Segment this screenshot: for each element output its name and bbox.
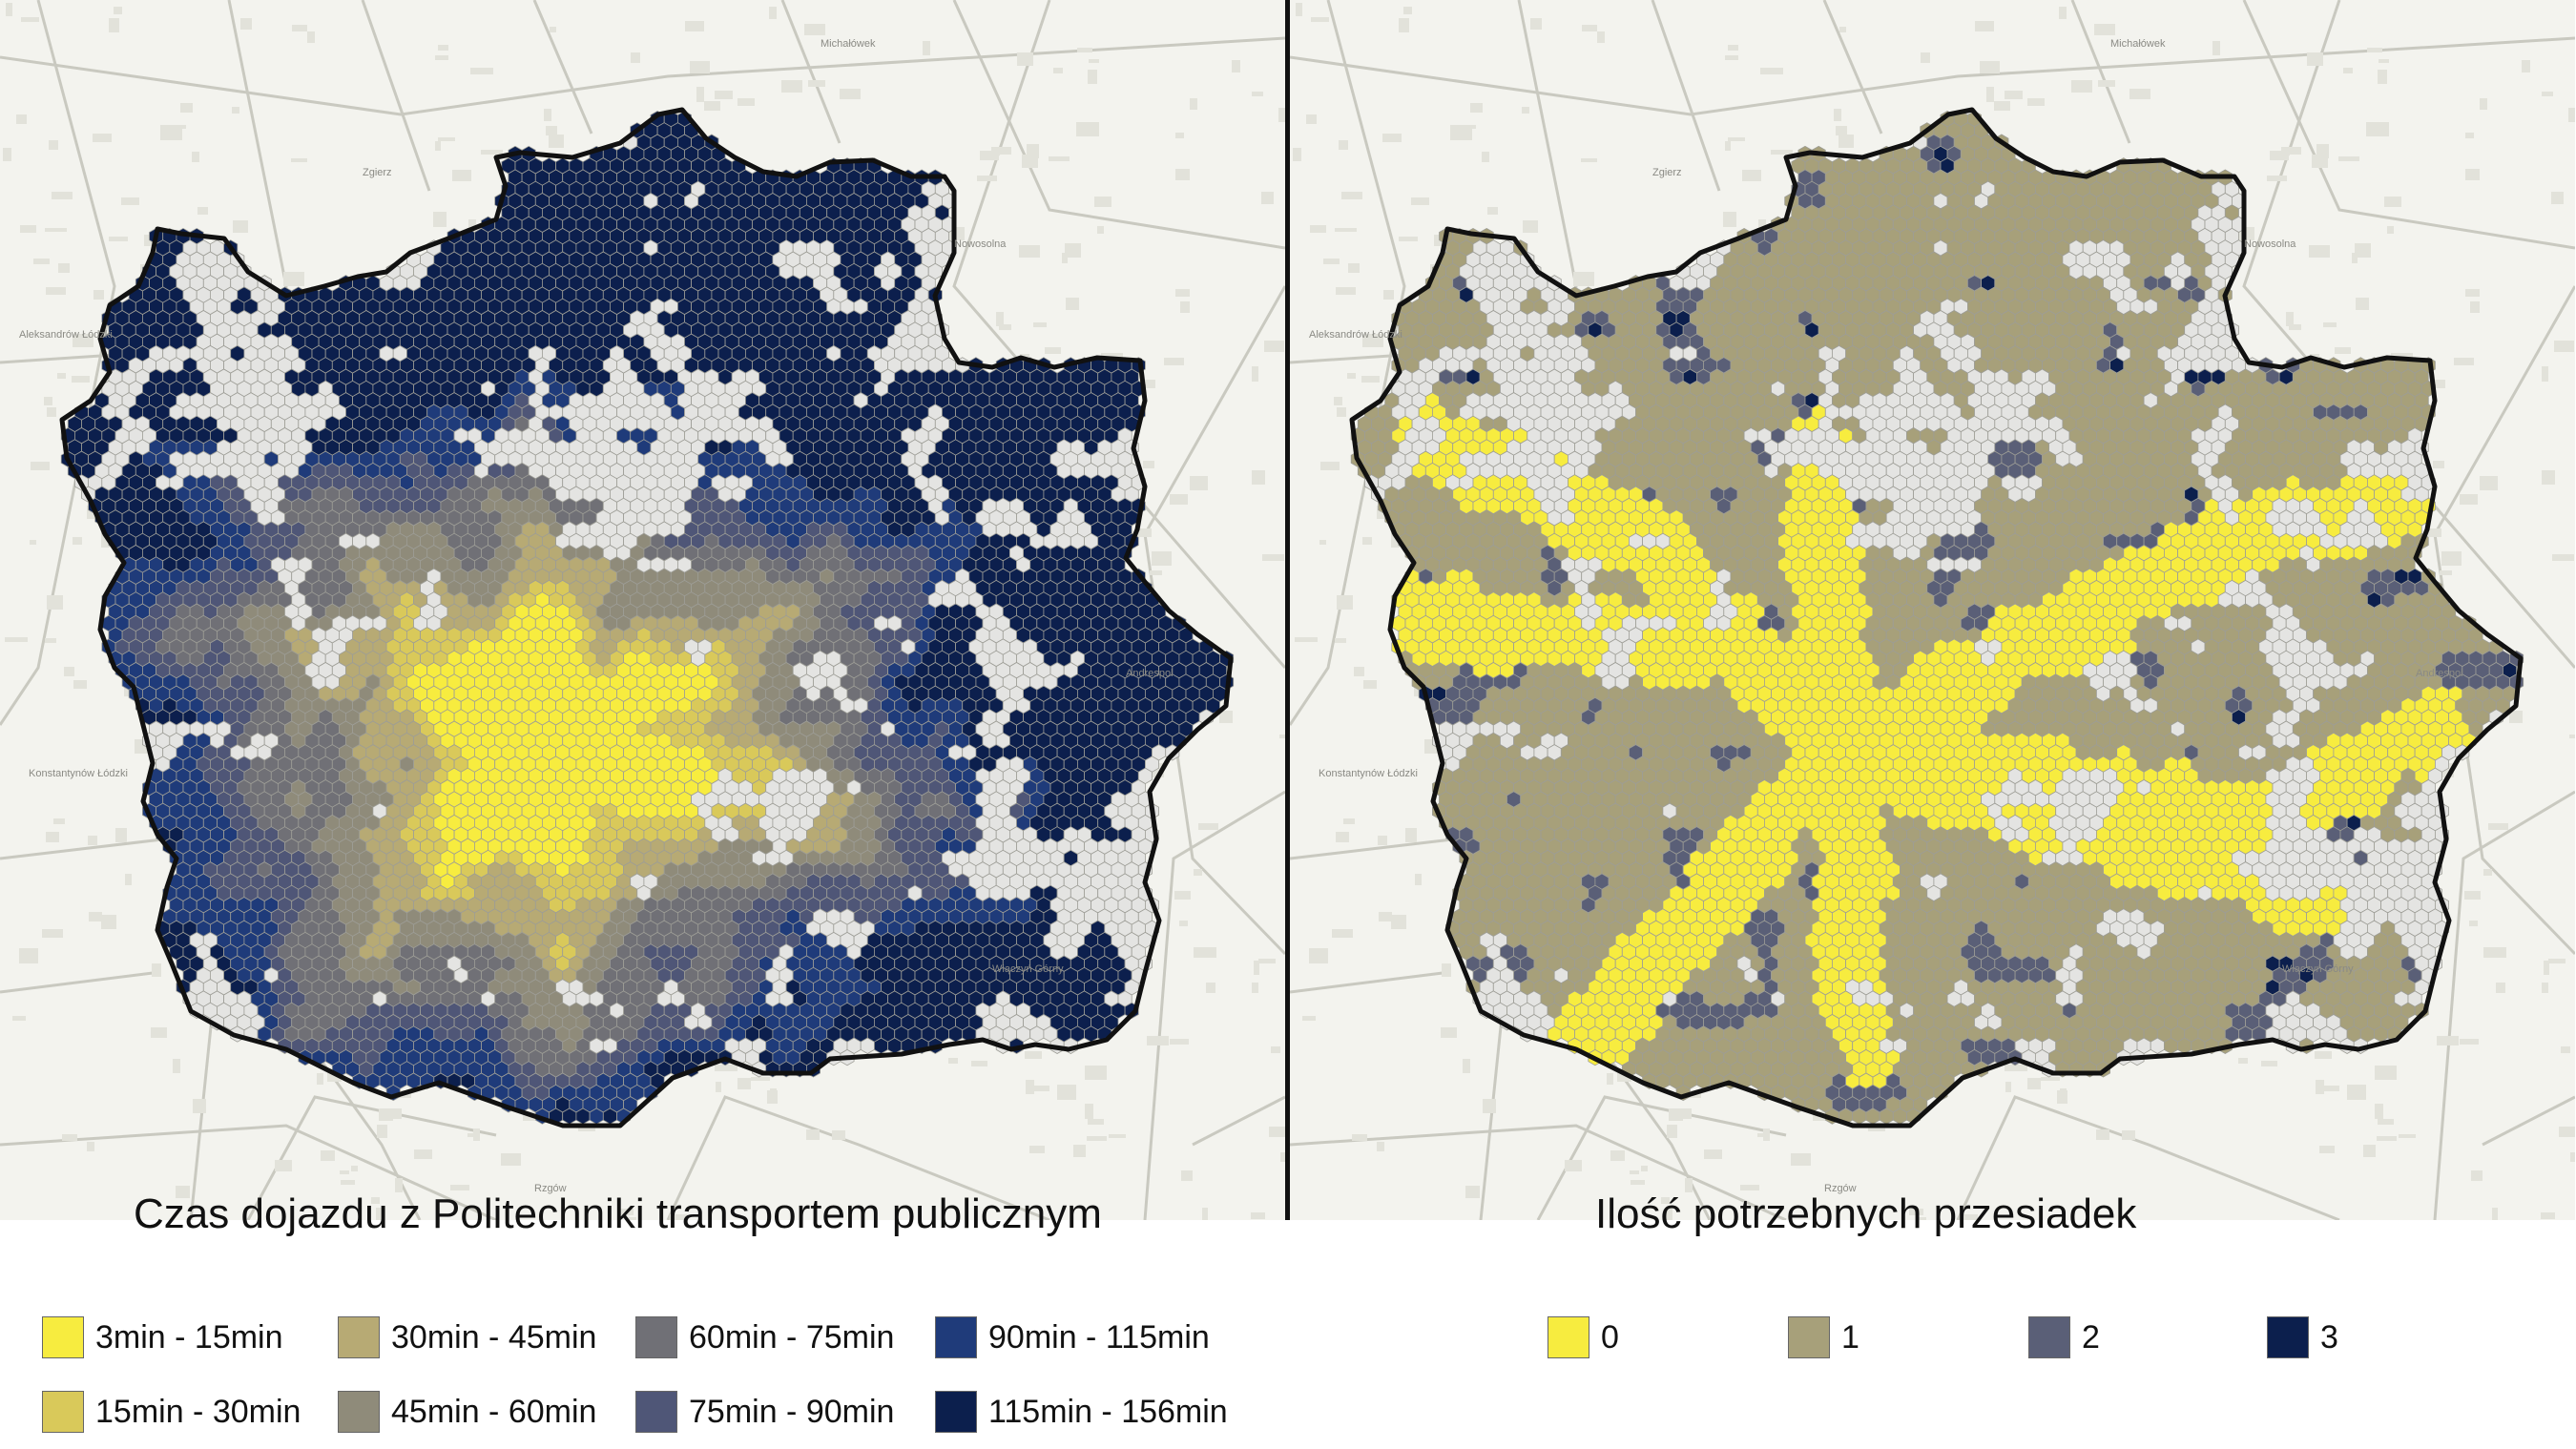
town-label: Rzgów <box>534 1183 567 1194</box>
town-label: Wiączyń Górny <box>2282 963 2354 975</box>
legend-swatch <box>935 1316 977 1358</box>
legend-swatch <box>1788 1316 1830 1358</box>
legend-swatch <box>935 1391 977 1433</box>
legend-swatch <box>2267 1316 2309 1358</box>
travel-time-map[interactable]: Zgierz Aleksandrów Łódzki Konstantynów Łód… <box>0 0 1285 1220</box>
legend-item-transfers-0: 0 <box>1548 1314 1619 1360</box>
transfers-legend-title: Ilość potrzebnych przesiadek <box>1595 1190 2137 1237</box>
legend-swatch <box>338 1316 380 1358</box>
legend-swatch <box>42 1316 84 1358</box>
town-label: Konstantynów Łódzki <box>29 768 128 779</box>
legend-label: 30min - 45min <box>391 1318 597 1356</box>
legend-item-transfers-1: 1 <box>1788 1314 1859 1360</box>
legend-item-time-2: 15min - 30min <box>42 1389 301 1435</box>
legend-swatch <box>338 1391 380 1433</box>
town-label: Zgierz <box>1652 167 1682 178</box>
legend-label: 15min - 30min <box>95 1393 301 1430</box>
legend-item-time-6: 75min - 90min <box>635 1389 894 1435</box>
legend-swatch <box>1548 1316 1589 1358</box>
legend-item-time-4: 45min - 60min <box>338 1389 596 1435</box>
legend-label: 3min - 15min <box>95 1318 283 1356</box>
travel-time-legend-title: Czas dojazdu z Politechniki transportem … <box>134 1190 1102 1237</box>
legend-item-time-8: 115min - 156min <box>935 1389 1228 1435</box>
town-label: Nowosolna <box>2244 238 2296 250</box>
legend-label: 0 <box>1601 1318 1619 1356</box>
town-label: Nowosolna <box>954 238 1007 250</box>
legend-label: 2 <box>2082 1318 2100 1356</box>
legend-label: 3 <box>2320 1318 2338 1356</box>
legend-swatch <box>2028 1316 2070 1358</box>
town-label: Michałówek <box>821 38 876 50</box>
legend-item-time-3: 30min - 45min <box>338 1314 596 1360</box>
legend-label: 90min - 115min <box>988 1318 1210 1356</box>
legend-swatch <box>42 1391 84 1433</box>
legend-item-transfers-3: 3 <box>2267 1314 2338 1360</box>
legend-label: 45min - 60min <box>391 1393 597 1430</box>
transfers-hex-grid <box>1290 0 2575 1220</box>
town-label: Rzgów <box>1824 1183 1857 1194</box>
study-area-boundary <box>1349 107 2524 1128</box>
legend-item-time-5: 60min - 75min <box>635 1314 894 1360</box>
town-label: Konstantynów Łódzki <box>1319 768 1418 779</box>
legend-label: 115min - 156min <box>988 1393 1228 1430</box>
legend-item-time-1: 3min - 15min <box>42 1314 283 1360</box>
study-area-boundary <box>59 107 1234 1128</box>
town-label: Andrespol <box>1126 668 1174 679</box>
legend-label: 60min - 75min <box>689 1318 895 1356</box>
travel-time-hex-grid <box>0 0 1285 1220</box>
town-label: Zgierz <box>363 167 392 178</box>
town-label: Aleksandrów Łódzki <box>1309 329 1402 341</box>
legend-item-time-7: 90min - 115min <box>935 1314 1210 1360</box>
legend-label: 75min - 90min <box>689 1393 895 1430</box>
transfers-map[interactable]: Zgierz Aleksandrów Łódzki Konstantynów Łód… <box>1290 0 2575 1220</box>
hex-cells <box>60 110 1235 1125</box>
panel-divider <box>1285 0 1290 1220</box>
legend-swatch <box>635 1391 677 1433</box>
town-label: Andrespol <box>2416 668 2463 679</box>
legend-item-transfers-2: 2 <box>2028 1314 2100 1360</box>
town-label: Michałówek <box>2110 38 2166 50</box>
legend-swatch <box>635 1316 677 1358</box>
town-label: Aleksandrów Łódzki <box>19 329 113 341</box>
legend-label: 1 <box>1841 1318 1859 1356</box>
town-label: Wiączyń Górny <box>992 963 1064 975</box>
